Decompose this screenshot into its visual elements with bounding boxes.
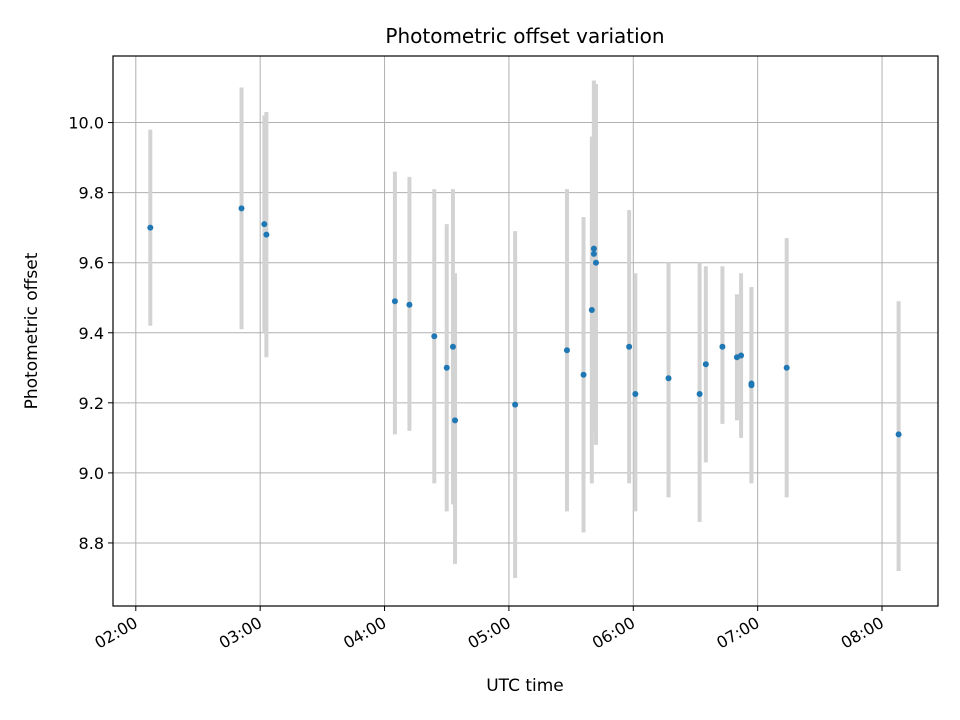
y-tick-label: 10.0 (68, 114, 104, 133)
data-point (626, 343, 633, 350)
data-point (696, 391, 703, 398)
data-point (406, 301, 413, 308)
data-point (263, 231, 270, 238)
data-point (147, 224, 154, 231)
y-tick-label: 9.2 (79, 394, 104, 413)
data-point (391, 298, 398, 305)
y-tick-label: 9.0 (79, 464, 104, 483)
x-axis-title: UTC time (486, 676, 564, 696)
chart-title: Photometric offset variation (385, 24, 664, 48)
data-point (783, 364, 790, 371)
data-point (238, 205, 245, 212)
data-point (748, 380, 755, 387)
data-point (563, 347, 570, 354)
data-point (431, 333, 438, 340)
data-point (449, 343, 456, 350)
data-point (665, 375, 672, 382)
data-point (590, 250, 597, 257)
data-point (590, 245, 597, 252)
grid-layer (113, 56, 938, 606)
point-layer (147, 205, 902, 438)
data-point (632, 391, 639, 398)
data-point (895, 431, 902, 438)
y-tick-label: 9.6 (79, 254, 104, 273)
y-axis-title: Photometric offset (22, 252, 42, 409)
plot-area-frame (112, 55, 939, 607)
data-point (512, 401, 519, 408)
data-point (592, 259, 599, 266)
data-point (702, 361, 709, 368)
y-tick-label: 9.4 (79, 324, 104, 343)
data-point (719, 343, 726, 350)
data-point (261, 221, 268, 228)
data-point (588, 306, 595, 313)
data-point (452, 417, 459, 424)
data-point (738, 352, 745, 359)
y-tick-label: 9.8 (79, 184, 104, 203)
data-point (443, 364, 450, 371)
y-tick-label: 8.8 (79, 534, 104, 553)
data-point (580, 371, 587, 378)
